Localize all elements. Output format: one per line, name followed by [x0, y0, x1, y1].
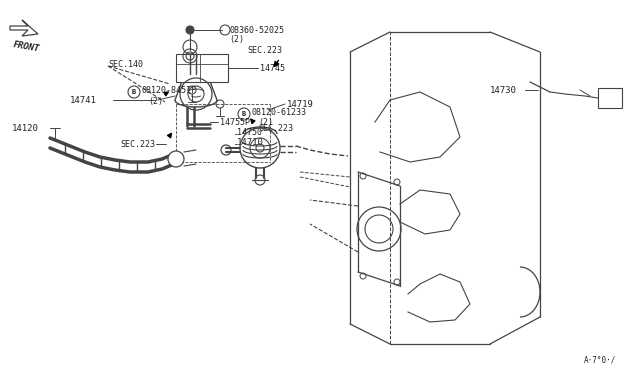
Text: 14750: 14750 [237, 128, 262, 137]
Text: A·7°0·/: A·7°0·/ [584, 356, 616, 365]
Circle shape [186, 26, 194, 34]
Text: 14719: 14719 [287, 99, 314, 109]
Text: B: B [132, 89, 136, 95]
FancyBboxPatch shape [176, 54, 228, 82]
Text: (2): (2) [258, 118, 273, 126]
Text: 14741: 14741 [70, 96, 97, 105]
Text: SEC.223: SEC.223 [248, 45, 282, 55]
Text: 14730: 14730 [490, 86, 517, 94]
Text: (2): (2) [148, 96, 163, 106]
Text: 14755P: 14755P [220, 118, 250, 126]
Text: 14710: 14710 [237, 138, 264, 147]
Text: 08120-8451F: 08120-8451F [142, 86, 197, 94]
Text: (2): (2) [229, 35, 244, 44]
Text: 14120: 14120 [12, 124, 39, 132]
Circle shape [168, 151, 184, 167]
Text: 08120-61233: 08120-61233 [252, 108, 307, 116]
Text: FRONT: FRONT [12, 40, 40, 54]
FancyBboxPatch shape [598, 88, 622, 108]
Text: SEC.223: SEC.223 [120, 140, 155, 148]
Text: B: B [242, 111, 246, 117]
Text: SEC.223: SEC.223 [258, 124, 293, 132]
Text: 08360-52025: 08360-52025 [229, 26, 284, 35]
Text: 14745: 14745 [260, 64, 285, 73]
Text: SEC.140: SEC.140 [108, 60, 143, 68]
